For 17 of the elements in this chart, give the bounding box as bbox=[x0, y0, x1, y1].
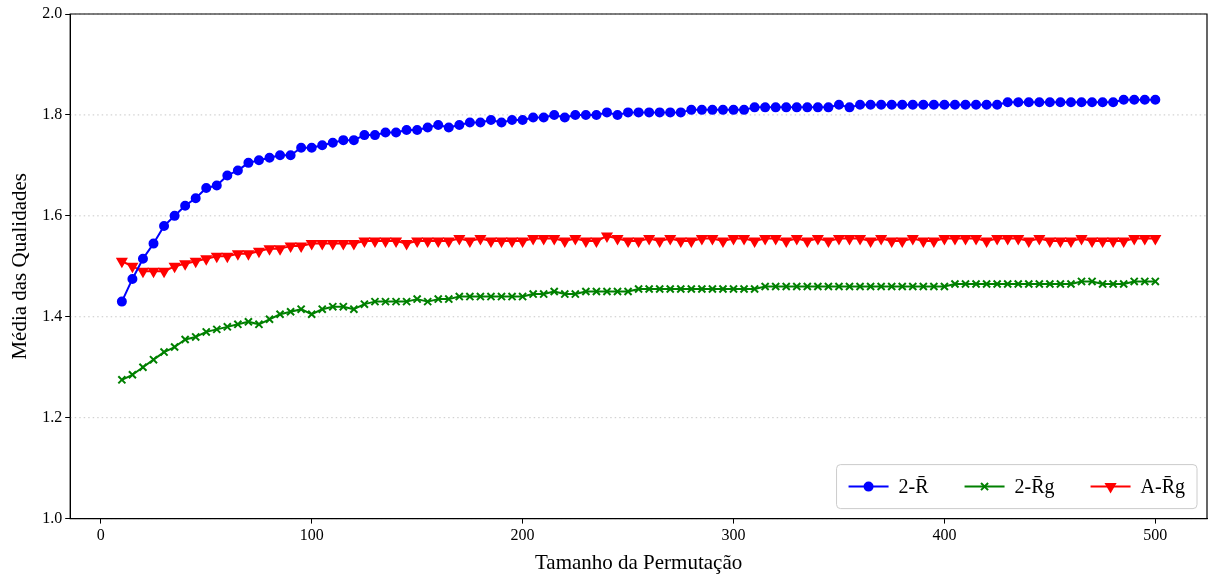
x-tick-label: 200 bbox=[510, 526, 535, 544]
x-tick-label: 0 bbox=[96, 526, 105, 544]
y-tick-label: 1.8 bbox=[42, 105, 63, 123]
x-tick-label: 400 bbox=[932, 526, 957, 544]
y-tick-label: 2.0 bbox=[42, 4, 63, 22]
y-tick-label: 1.4 bbox=[42, 306, 63, 324]
x-tick-label: 100 bbox=[299, 526, 324, 544]
x-tick-label: 300 bbox=[721, 526, 746, 544]
x-axis-title: Tamanho da Permutação bbox=[534, 549, 743, 574]
x-tick-label: 500 bbox=[1143, 526, 1168, 544]
y-tick-label: 1.6 bbox=[42, 206, 63, 224]
y-axis-title: Média das Qualidades bbox=[7, 172, 32, 360]
legend-label: A-R̄g bbox=[1140, 474, 1186, 498]
legend-label: 2-R̄g bbox=[1014, 474, 1055, 498]
y-tick-label: 1.2 bbox=[42, 407, 63, 425]
y-tick-label: 1.0 bbox=[42, 508, 63, 526]
legend-label: 2-R̄ bbox=[898, 474, 930, 497]
